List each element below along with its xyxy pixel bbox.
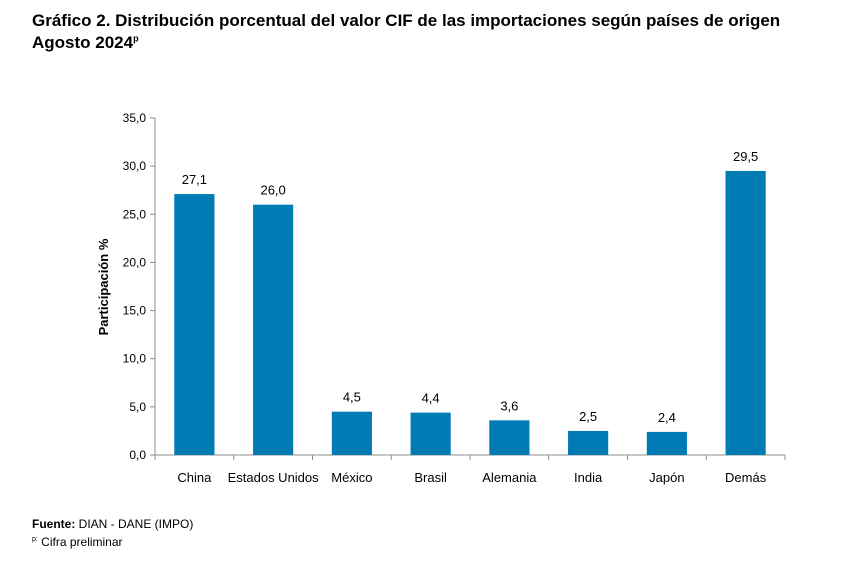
- data-label: 27,1: [182, 172, 207, 187]
- chart-title-superscript: p: [133, 33, 139, 44]
- data-label: 4,4: [422, 391, 440, 406]
- y-axis-label: Participación %: [96, 238, 111, 335]
- source-note: Fuente: DIAN - DANE (IMPO): [32, 515, 193, 533]
- data-label: 26,0: [260, 183, 285, 198]
- chart-title-period: Agosto 2024: [32, 33, 134, 52]
- x-tick-label: Estados Unidos: [228, 470, 320, 485]
- preliminary-note: p: Cifra preliminar: [32, 533, 193, 551]
- source-label: Fuente:: [32, 517, 76, 531]
- bar-brasil: [410, 412, 451, 455]
- x-tick-label: México: [331, 470, 372, 485]
- y-tick-label: 20,0: [123, 255, 147, 269]
- chart-labels: 27,1 China 26,0 Estados Unidos 4,5 México 4,4 B…: [177, 149, 766, 485]
- y-tick-label: 25,0: [123, 207, 147, 221]
- x-tick-label: Demás: [725, 470, 767, 485]
- x-tick-label: Japón: [649, 470, 684, 485]
- bar-china: [174, 194, 215, 455]
- source-text: DIAN - DANE (IMPO): [75, 517, 194, 531]
- y-tick-label: 0,0: [129, 448, 146, 462]
- y-tick-label: 5,0: [129, 400, 146, 414]
- preliminary-text: Cifra preliminar: [37, 535, 123, 549]
- y-tick-label: 15,0: [123, 304, 147, 318]
- y-tick-label: 30,0: [123, 159, 147, 173]
- data-label: 3,6: [500, 398, 518, 413]
- data-label: 2,4: [658, 410, 676, 425]
- chart-axes: 0,0 5,0 10,0 15,0 20,0 25,0 30,0 35,0: [123, 111, 786, 462]
- preliminary-superscript: p:: [32, 536, 38, 543]
- data-label: 2,5: [579, 409, 597, 424]
- chart-bars: [174, 170, 766, 455]
- chart-title: Gráfico 2. Distribución porcentual del v…: [32, 10, 780, 54]
- chart-footer: Fuente: DIAN - DANE (IMPO) p: Cifra prel…: [32, 515, 193, 551]
- bar-japón: [646, 431, 687, 455]
- bar-estados-unidos: [253, 204, 294, 455]
- bar-demás: [725, 170, 766, 455]
- data-label: 4,5: [343, 390, 361, 405]
- x-tick-label: India: [574, 470, 603, 485]
- bar-india: [568, 430, 609, 455]
- chart-title-line2: Agosto 2024p: [32, 32, 780, 54]
- x-tick-label: Brasil: [414, 470, 447, 485]
- x-tick-label: China: [177, 470, 212, 485]
- x-tick-label: Alemania: [482, 470, 537, 485]
- bar-méxico: [331, 411, 372, 455]
- bar-alemania: [489, 420, 530, 455]
- data-label: 29,5: [733, 149, 758, 164]
- y-tick-label: 10,0: [123, 352, 147, 366]
- chart-title-line1: Gráfico 2. Distribución porcentual del v…: [32, 11, 781, 30]
- y-tick-label: 35,0: [123, 111, 147, 125]
